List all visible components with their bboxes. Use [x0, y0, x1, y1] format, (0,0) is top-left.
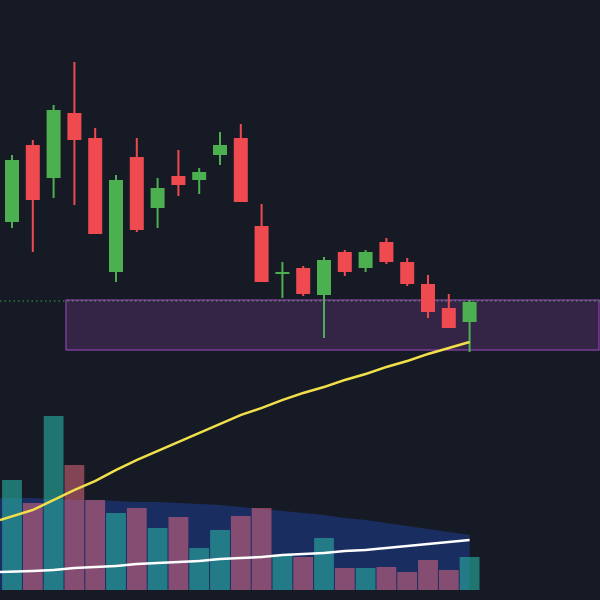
volume-trend-line	[0, 538, 470, 574]
volume-bar	[314, 538, 334, 590]
volume-bar	[106, 513, 126, 590]
candle-body	[67, 113, 82, 140]
volume-bar	[397, 572, 418, 590]
candle-body	[379, 242, 394, 262]
candle-body	[171, 176, 186, 185]
volume-bar	[64, 465, 85, 590]
volume-bar	[168, 517, 189, 590]
candle-body	[129, 157, 144, 230]
candle-body	[88, 138, 103, 234]
candle-body	[25, 145, 40, 200]
volume-bar	[438, 570, 459, 590]
candle-body	[213, 145, 227, 155]
candle-body	[296, 268, 311, 294]
candle-body	[317, 260, 331, 295]
volume-bar	[251, 508, 272, 590]
moving-average-line	[0, 340, 470, 522]
volume-bar	[334, 568, 355, 590]
volume-bar	[272, 555, 293, 590]
candle-body	[275, 272, 290, 274]
volume-bar	[355, 568, 376, 590]
candle-body	[109, 180, 123, 272]
candle-body	[441, 308, 456, 328]
candle-body	[150, 188, 165, 208]
volume-bar	[293, 557, 314, 590]
candle-body	[462, 302, 477, 322]
candle-body	[421, 284, 435, 312]
volume-bar	[230, 516, 251, 590]
candle-body	[358, 252, 373, 268]
volume-bar	[418, 560, 438, 590]
volume-bar	[126, 508, 147, 590]
volume-bar	[189, 548, 210, 590]
candle-body	[337, 252, 352, 272]
candle-body	[400, 262, 415, 284]
zone	[65, 299, 600, 351]
volume-bar	[147, 528, 168, 590]
volume-bar	[459, 557, 480, 590]
candle-body	[233, 138, 248, 202]
volume-bar	[376, 567, 397, 590]
volume-bar	[85, 500, 106, 590]
candle-body	[46, 110, 61, 178]
candle-body	[192, 172, 207, 180]
volume-bar	[2, 480, 22, 590]
candle-body	[254, 226, 269, 282]
volume-bar	[43, 416, 64, 590]
volume-bar	[22, 503, 43, 590]
candle-body	[5, 160, 19, 222]
